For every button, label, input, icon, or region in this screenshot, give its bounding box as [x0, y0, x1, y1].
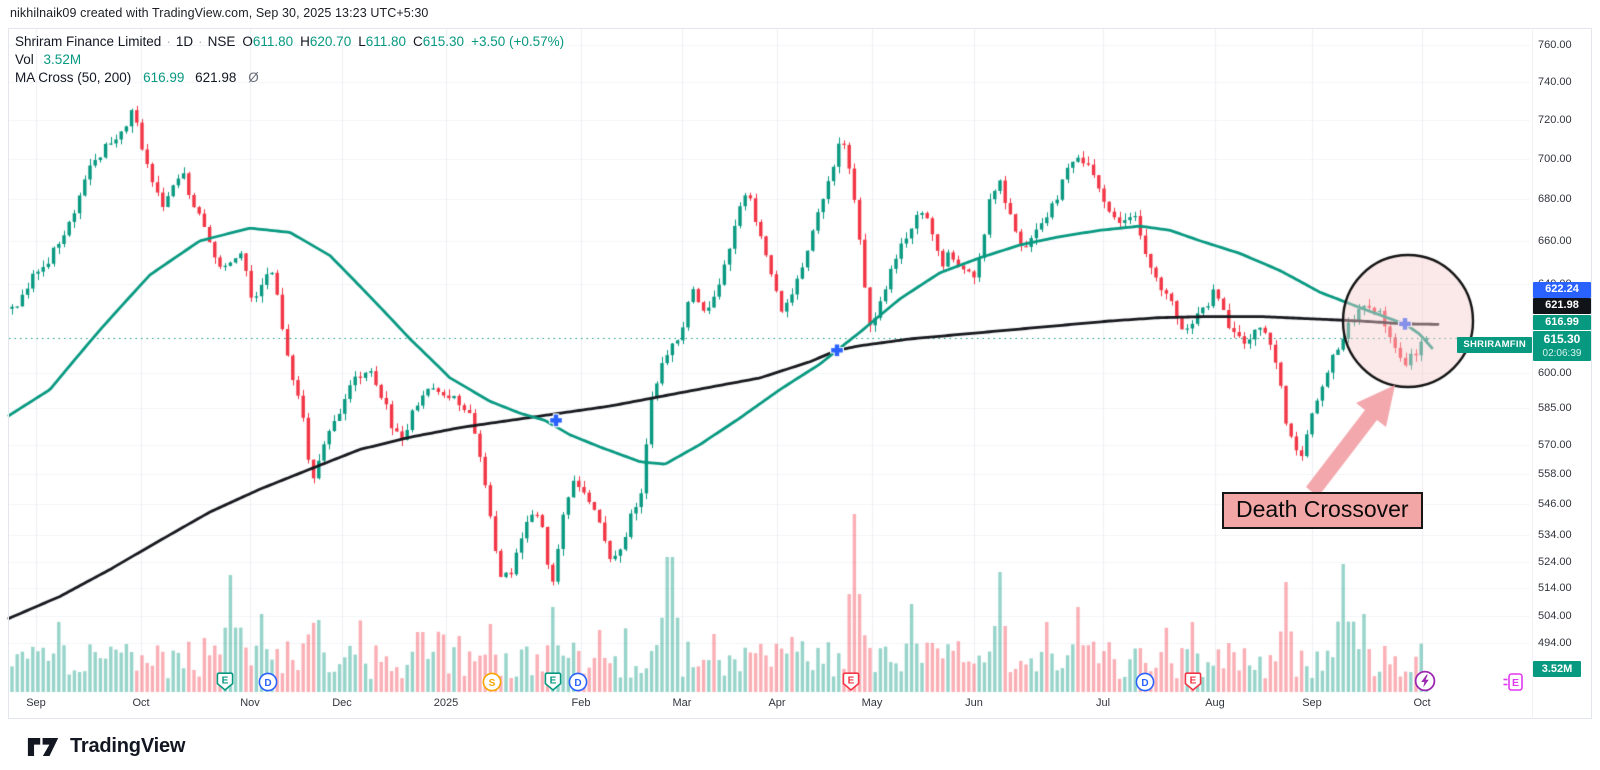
- svg-text:D: D: [574, 678, 581, 689]
- change-value: +3.50 (+0.57%): [471, 34, 565, 49]
- price-level-badge: 622.24: [1533, 282, 1591, 298]
- x-axis-label: Jul: [1095, 697, 1111, 709]
- x-axis-label: Aug: [1205, 697, 1225, 709]
- power-event-icon[interactable]: [1414, 670, 1436, 692]
- price-axis[interactable]: 760.00740.00720.00700.00680.00660.00640.…: [1532, 28, 1594, 694]
- ma-cross-label[interactable]: MA Cross (50, 200): [15, 70, 132, 85]
- y-axis-label: 504.00: [1538, 609, 1572, 622]
- volume-axis-badge: 3.52M: [1533, 661, 1581, 677]
- legend-volume-row: Vol 3.52M: [15, 51, 564, 68]
- dividend-event-icon[interactable]: D: [1134, 671, 1156, 693]
- ohlc-value: 620.70: [309, 34, 352, 49]
- y-axis-label: 570.00: [1538, 438, 1572, 451]
- exchange-label: NSE: [207, 34, 236, 49]
- bar-countdown: 02:06:39: [1542, 348, 1582, 359]
- x-axis-label: Feb: [571, 697, 591, 709]
- symbol-title[interactable]: Shriram Finance Limited: [15, 34, 162, 49]
- ma-slow-value: 621.98: [195, 70, 237, 85]
- y-axis-label: 700.00: [1538, 152, 1572, 165]
- legend-ma-cross-row: MA Cross (50, 200) 616.99 621.98 Ø: [15, 69, 564, 86]
- dividend-event-icon[interactable]: D: [257, 671, 279, 693]
- tradingview-brand-text: TradingView: [70, 735, 186, 757]
- svg-text:E: E: [550, 676, 557, 687]
- earnings-event-icon[interactable]: E: [840, 671, 862, 693]
- price-axis-separator: [1532, 28, 1533, 719]
- svg-text:S: S: [489, 678, 496, 689]
- x-axis-label: Dec: [332, 697, 352, 709]
- death-crossover-label[interactable]: Death Crossover: [1222, 492, 1423, 529]
- legend-separator: ·: [198, 34, 203, 49]
- ohlc-key: L: [358, 34, 366, 49]
- x-axis-label: Sep: [1302, 697, 1322, 709]
- symbol-price-tag: SHRIRAMFIN: [1457, 337, 1532, 353]
- y-axis-label: 660.00: [1538, 234, 1572, 247]
- earnings-report-icon[interactable]: E: [1502, 671, 1524, 693]
- earnings-event-icon[interactable]: E: [214, 671, 236, 693]
- svg-text:E: E: [222, 676, 229, 687]
- price-level-badge: 621.98: [1533, 298, 1591, 314]
- price-level-badge: 616.99: [1533, 314, 1591, 330]
- legend-symbol-row: Shriram Finance Limited · 1D · NSE O611.80 H62…: [15, 33, 564, 50]
- volume-value: 3.52M: [43, 52, 82, 67]
- ohlc-value: 611.80: [252, 34, 294, 49]
- time-axis[interactable]: Sep Oct Nov Dec 2025 Feb Mar Apr May Jun Jul Aug Sep…: [8, 694, 1532, 719]
- interval-label[interactable]: 1D: [175, 34, 194, 49]
- volume-label: Vol: [15, 52, 34, 67]
- ohlc-value: 611.80: [365, 34, 407, 49]
- x-axis-label: 2025: [433, 697, 459, 709]
- svg-text:E: E: [848, 676, 855, 687]
- footer-branding[interactable]: TradingView: [26, 733, 185, 760]
- svg-text:D: D: [1141, 678, 1148, 689]
- svg-text:D: D: [264, 678, 271, 689]
- y-axis-label: 494.00: [1538, 637, 1572, 650]
- y-axis-label: 680.00: [1538, 193, 1572, 206]
- y-axis-label: 558.00: [1538, 468, 1572, 481]
- dividend-event-icon[interactable]: D: [567, 671, 589, 693]
- y-axis-label: 534.00: [1538, 529, 1572, 542]
- ohlc-values: O611.80 H620.70 L611.80 C615.30: [235, 34, 464, 49]
- y-axis-label: 514.00: [1538, 582, 1572, 595]
- ma-menu-icon[interactable]: Ø: [248, 70, 259, 85]
- last-price-value: 615.30: [1543, 332, 1581, 346]
- legend-separator: ·: [166, 34, 171, 49]
- y-axis-label: 585.00: [1538, 402, 1572, 415]
- x-axis-label: Oct: [1413, 697, 1431, 709]
- ohlc-key: O: [242, 34, 253, 49]
- y-axis-label: 740.00: [1538, 75, 1572, 88]
- svg-text:E: E: [1512, 677, 1519, 689]
- y-axis-label: 760.00: [1538, 38, 1572, 51]
- x-axis-label: Mar: [672, 697, 692, 709]
- y-axis-label: 546.00: [1538, 498, 1572, 511]
- y-axis-label: 524.00: [1538, 555, 1572, 568]
- y-axis-label: 720.00: [1538, 113, 1572, 126]
- ohlc-key: H: [300, 34, 310, 49]
- ma-fast-value: 616.99: [143, 70, 185, 85]
- x-axis-label: May: [861, 697, 883, 709]
- split-event-icon[interactable]: S: [481, 671, 503, 693]
- ohlc-value: 615.30: [422, 34, 465, 49]
- x-axis-label: Oct: [132, 697, 150, 709]
- x-axis-label: Sep: [26, 697, 46, 709]
- svg-text:E: E: [1190, 676, 1197, 687]
- x-axis-label: Jun: [965, 697, 983, 709]
- ohlc-key: C: [413, 34, 423, 49]
- x-axis-label: Apr: [768, 697, 786, 709]
- earnings-event-icon[interactable]: E: [542, 671, 564, 693]
- x-axis-label: Nov: [240, 697, 260, 709]
- tradingview-logo-icon: [27, 737, 59, 756]
- last-price-badge: 615.30 02:06:39: [1533, 331, 1591, 361]
- y-axis-label: 600.00: [1538, 367, 1572, 380]
- earnings-event-icon[interactable]: E: [1182, 671, 1204, 693]
- attribution-text: nikhilnaik09 created with TradingView.co…: [10, 6, 429, 20]
- legend: Shriram Finance Limited · 1D · NSE O611.80 H62…: [15, 33, 564, 87]
